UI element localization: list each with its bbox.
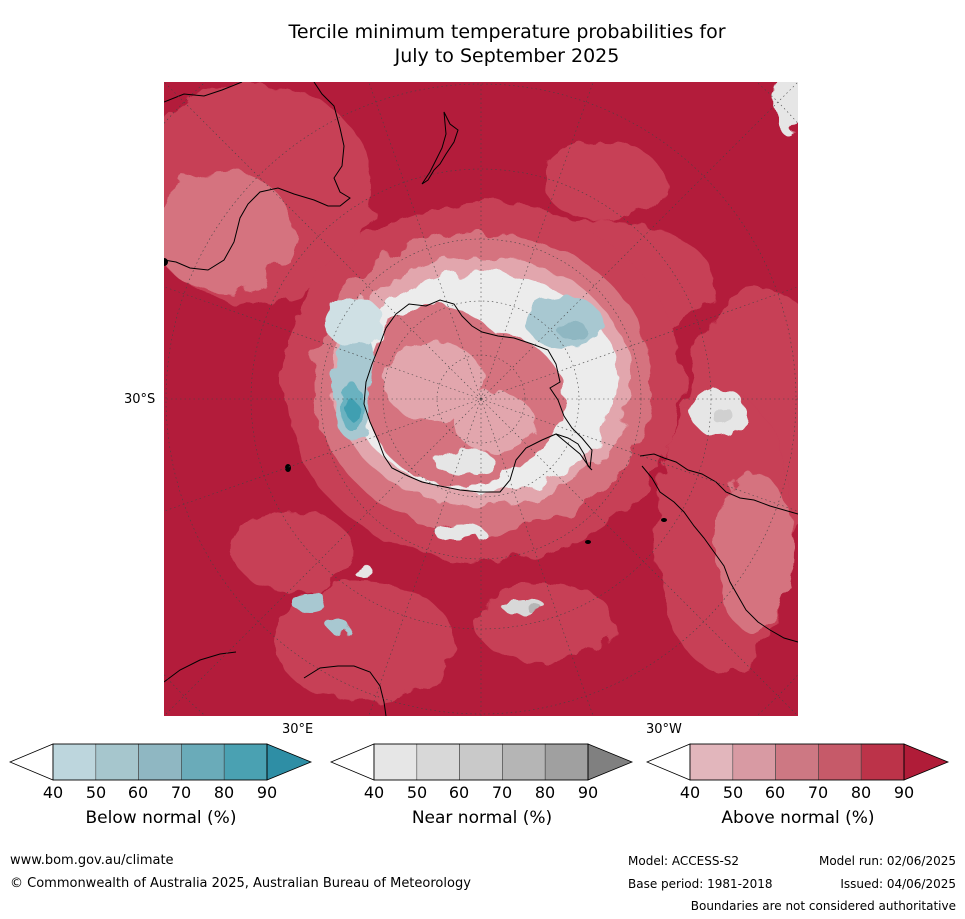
antarctica-coastline <box>363 299 593 493</box>
title-line-2: July to September 2025 <box>394 45 620 67</box>
africa-coastline <box>164 651 387 716</box>
model-text: Model: ACCESS-S2 <box>628 854 740 868</box>
colorbar-swatch <box>732 743 776 781</box>
below-normal-swatches <box>8 743 313 781</box>
longitude-label-30e: 30°E <box>282 722 314 737</box>
below-normal-label: Below normal (%) <box>85 808 237 828</box>
chart-title: Tercile minimum temperature probabilitie… <box>0 20 965 68</box>
colorbar-swatch <box>138 743 182 781</box>
above-normal-label: Above normal (%) <box>721 808 875 828</box>
colorbar-swatch <box>818 743 862 781</box>
colorbar-swatch <box>52 743 97 781</box>
island <box>661 518 667 522</box>
probability-map <box>164 82 798 716</box>
colorbar-outline <box>52 743 268 781</box>
near-normal-swatches <box>329 743 634 781</box>
model-run-text: Model run: 02/06/2025 <box>818 854 956 868</box>
tick-label: 80 <box>213 783 235 802</box>
disclaimer-text: Boundaries are not considered authoritat… <box>690 899 956 913</box>
australia-coastline <box>164 82 351 271</box>
tick-label: 50 <box>722 783 744 802</box>
colorbar-swatch <box>95 743 139 781</box>
new-zealand-coastline <box>421 111 459 185</box>
base-period-text: Base period: 1981-2018 <box>628 877 773 891</box>
south-america-coastline <box>639 453 798 643</box>
colorbar-swatch <box>459 743 503 781</box>
tick-label: 60 <box>127 783 149 802</box>
tick-label: 90 <box>893 783 915 802</box>
tick-label: 40 <box>42 783 64 802</box>
tick-label: 40 <box>363 783 385 802</box>
colorbar-swatch <box>416 743 460 781</box>
tick-label: 60 <box>764 783 786 802</box>
colorbar-extend-low <box>8 743 54 781</box>
colorbar-swatch <box>223 743 268 781</box>
colorbar-extend-low <box>329 743 375 781</box>
colorbar-swatch <box>775 743 819 781</box>
colorbar-extend-high <box>587 743 634 781</box>
tick-label: 50 <box>406 783 428 802</box>
island <box>164 258 168 266</box>
tick-label: 40 <box>679 783 701 802</box>
colorbar-outline <box>373 743 589 781</box>
tick-label: 90 <box>577 783 599 802</box>
colorbar-outline <box>689 743 905 781</box>
colorbar-swatch <box>544 743 589 781</box>
near-normal-label: Near normal (%) <box>411 808 553 828</box>
near-normal-ticks: 40 50 60 70 80 90 <box>330 783 634 803</box>
tick-label: 70 <box>807 783 829 802</box>
tick-label: 90 <box>256 783 278 802</box>
antarctica-fill <box>367 305 566 486</box>
colorbar-extend-high <box>266 743 313 781</box>
colorbar-extend-high <box>903 743 950 781</box>
latitude-label: 30°S <box>124 392 156 407</box>
tick-label: 70 <box>491 783 513 802</box>
issued-text: Issued: 04/06/2025 <box>840 877 956 891</box>
colorbar-extend-low <box>645 743 691 781</box>
graticule <box>164 82 798 716</box>
above-normal-colorbar <box>645 742 950 782</box>
tick-label: 80 <box>850 783 872 802</box>
tick-label: 50 <box>85 783 107 802</box>
near-normal-patches <box>354 82 798 615</box>
antarctic-peninsula <box>555 433 593 471</box>
colorbar-swatch <box>689 743 734 781</box>
longitude-label-30w: 30°W <box>646 722 682 737</box>
tick-label: 80 <box>534 783 556 802</box>
near-normal-colorbar <box>329 742 634 782</box>
below-normal-colorbar <box>8 742 313 782</box>
tick-label: 70 <box>170 783 192 802</box>
colorbar-swatch <box>373 743 418 781</box>
island <box>585 540 591 544</box>
tick-label: 60 <box>448 783 470 802</box>
island <box>285 464 291 472</box>
colorbar-swatch <box>502 743 546 781</box>
colorbar-swatch <box>860 743 905 781</box>
below-normal-ticks: 40 50 60 70 80 90 <box>9 783 313 803</box>
title-line-1: Tercile minimum temperature probabilitie… <box>288 21 726 43</box>
colorbar-swatch <box>181 743 225 781</box>
map-canvas <box>164 82 798 716</box>
website-link[interactable]: www.bom.gov.au/climate <box>10 853 174 868</box>
above-normal-swatches <box>645 743 950 781</box>
above-normal-ticks: 40 50 60 70 80 90 <box>646 783 950 803</box>
copyright-text: © Commonwealth of Australia 2025, Austra… <box>10 876 471 891</box>
